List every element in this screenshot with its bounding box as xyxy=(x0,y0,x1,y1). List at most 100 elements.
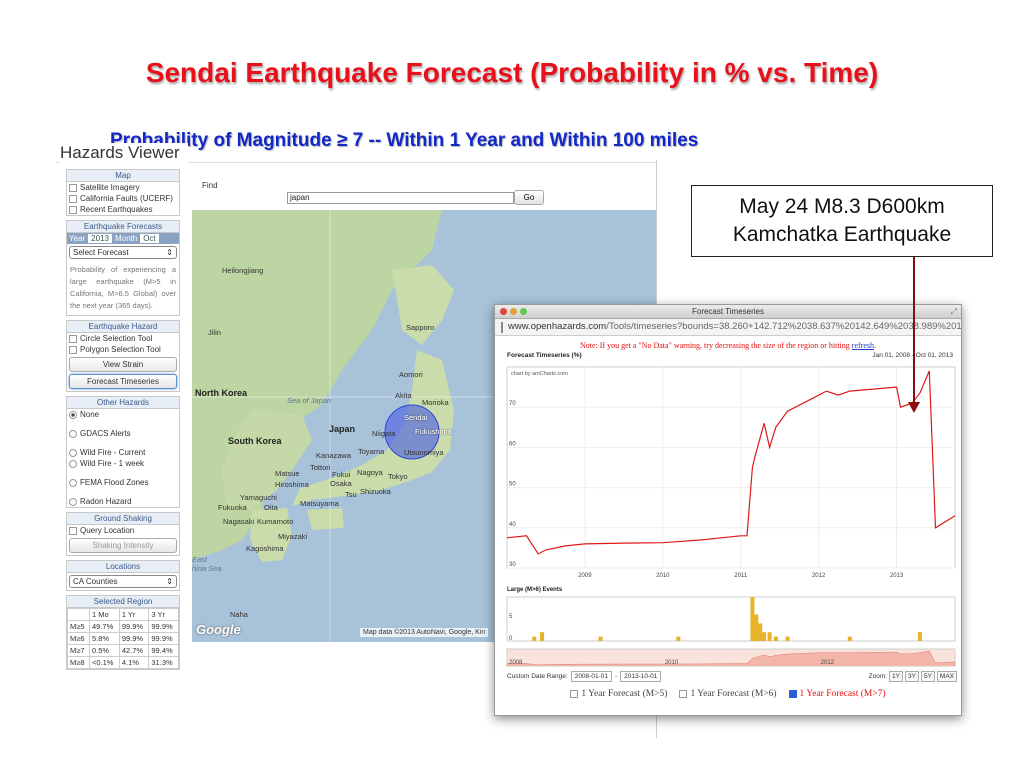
find-label: Find xyxy=(202,181,218,190)
select-forecast-dropdown[interactable]: Select Forecast ⇕ xyxy=(69,246,177,259)
url-path: /Tools/timeseries?bounds=38.260+142.712%… xyxy=(606,321,961,332)
map-label: Tokyo xyxy=(388,472,408,481)
query-location-checkbox[interactable]: Query Location xyxy=(67,525,179,536)
checkbox-icon[interactable] xyxy=(69,183,77,192)
checkbox-label: Satellite Imagery xyxy=(80,183,140,192)
end-date-input[interactable]: 2013-10-01 xyxy=(620,671,662,682)
map-label: Sea of Japan xyxy=(287,396,332,405)
table-cell: <0.1% xyxy=(89,656,120,669)
legend-m7[interactable]: 1 Year Forecast (M>7) xyxy=(788,689,886,699)
checkbox-icon[interactable] xyxy=(69,345,77,354)
annotation-arrow xyxy=(913,257,915,407)
checkbox-label: Circle Selection Tool xyxy=(80,334,153,343)
map-label: Shizuoka xyxy=(360,487,391,496)
checkbox-icon[interactable] xyxy=(69,526,77,535)
annotation-line-2: Kamchatka Earthquake xyxy=(732,223,952,246)
month-input[interactable]: Oct xyxy=(140,234,159,243)
updown-icon: ⇕ xyxy=(166,248,173,257)
checkbox-icon[interactable] xyxy=(69,205,77,214)
column-header: 1 Yr xyxy=(118,608,150,621)
radio-wildfire-current[interactable]: Wild Fire - Current xyxy=(67,447,179,458)
checked-checkbox-icon[interactable] xyxy=(788,690,797,698)
events-y-tick-label: 5 xyxy=(509,614,513,620)
table-cell: M≥6 xyxy=(67,632,90,645)
radio-icon[interactable] xyxy=(69,497,77,506)
map-attribution: Map data ©2013 AutoNavi, Google, Kin xyxy=(360,628,489,637)
radio-radon[interactable]: Radon Hazard xyxy=(67,496,179,507)
view-strain-button[interactable]: View Strain xyxy=(69,357,177,372)
map-label: Toyama xyxy=(358,447,385,456)
shaking-intensity-button[interactable]: Shaking Intensity xyxy=(69,538,177,553)
polygon-tool-checkbox[interactable]: Polygon Selection Tool xyxy=(67,344,179,355)
zoom-max-button[interactable]: MAX xyxy=(936,671,957,682)
zoom-3y-button[interactable]: 3Y xyxy=(905,671,919,682)
maximize-icon[interactable] xyxy=(520,308,527,315)
radio-icon[interactable] xyxy=(69,410,77,419)
event-bar xyxy=(767,632,772,641)
radio-label: None xyxy=(80,410,100,419)
other-hazards-panel: Other Hazards None GDACS Alerts Wild Fir… xyxy=(66,396,180,508)
column-header: 3 Yr xyxy=(148,608,179,621)
events-y-tick-label: 0 xyxy=(509,636,513,642)
faults-checkbox[interactable]: California Faults (UCERF) xyxy=(67,193,179,204)
y-tick-label: 50 xyxy=(509,482,516,488)
map-label: South Korea xyxy=(228,436,282,446)
forecast-timeseries-button[interactable]: Forecast Timeseries xyxy=(69,374,177,389)
url-bar[interactable]: www.openhazards.com/Tools/timeseries?bou… xyxy=(495,319,961,336)
map-label: Kagoshima xyxy=(246,544,284,553)
legend-m5[interactable]: 1 Year Forecast (M>5) xyxy=(570,689,667,699)
radio-fema[interactable]: FEMA Flood Zones xyxy=(67,477,179,488)
navigator-series xyxy=(506,650,956,666)
minimize-icon[interactable] xyxy=(510,308,517,315)
plot-area xyxy=(506,366,956,569)
url-host: www.openhazards.com xyxy=(508,321,607,332)
zoom-5y-button[interactable]: 5Y xyxy=(920,671,935,682)
checkbox-icon[interactable] xyxy=(679,690,688,698)
x-tick-label: 2012 xyxy=(812,573,826,579)
radio-gdacs[interactable]: GDACS Alerts xyxy=(67,428,179,439)
legend-label: 1 Year Forecast (M>7) xyxy=(799,689,886,699)
legend-m6[interactable]: 1 Year Forecast (M>6) xyxy=(679,689,777,699)
month-label: Month xyxy=(114,234,138,243)
locations-value: CA Counties xyxy=(73,577,118,586)
radio-icon[interactable] xyxy=(69,478,77,487)
circle-tool-checkbox[interactable]: Circle Selection Tool xyxy=(67,333,179,344)
checkbox-icon[interactable] xyxy=(69,194,77,203)
find-input[interactable]: japan xyxy=(287,192,514,204)
legend-label: 1 Year Forecast (M>5) xyxy=(581,689,668,699)
close-icon[interactable] xyxy=(500,308,507,315)
checkbox-icon[interactable] xyxy=(570,690,579,698)
start-date-input[interactable]: 2008-01-01 xyxy=(570,671,612,682)
radio-none[interactable]: None xyxy=(67,409,179,420)
recent-eq-checkbox[interactable]: Recent Earthquakes xyxy=(67,204,179,215)
window-titlebar: Forecast Timeseries ⤢ xyxy=(495,305,961,319)
table-row: M≥5 49.7% 99.9% 99.9% xyxy=(67,620,179,633)
radio-icon[interactable] xyxy=(69,448,77,457)
year-month-bar: Year 2013 Month Oct xyxy=(67,233,179,244)
checkbox-icon[interactable] xyxy=(69,334,77,343)
radio-icon[interactable] xyxy=(69,429,77,438)
map-label: Akita xyxy=(395,391,412,400)
zoom-label: Zoom: xyxy=(868,673,888,680)
slide-subtitle: Probability of Magnitude ≥ 7 -- Within 1… xyxy=(110,130,699,151)
no-data-note: Note: If you get a "No Data" warning, tr… xyxy=(580,341,876,350)
resize-icon[interactable]: ⤢ xyxy=(950,307,957,316)
forecast-panel-header: Earthquake Forecasts xyxy=(67,221,179,233)
map-label: Nagoya xyxy=(357,468,383,477)
zoom-1y-button[interactable]: 1Y xyxy=(889,671,903,682)
checkbox-label: California Faults (UCERF) xyxy=(80,194,173,203)
radio-icon[interactable] xyxy=(69,459,77,468)
year-input[interactable]: 2013 xyxy=(88,234,112,243)
go-button[interactable]: Go xyxy=(514,190,544,205)
locations-dropdown[interactable]: CA Counties ⇕ xyxy=(69,575,177,588)
event-bar xyxy=(598,636,603,641)
column-header: 1 Mo xyxy=(89,608,120,621)
satellite-checkbox[interactable]: Satellite Imagery xyxy=(67,182,179,193)
map-label: Osaka xyxy=(330,479,352,488)
map-label: Fukuoka xyxy=(218,503,247,512)
event-bar xyxy=(847,636,852,641)
radio-wildfire-week[interactable]: Wild Fire - 1 week xyxy=(67,458,179,469)
shaking-panel: Ground Shaking Query Location Shaking In… xyxy=(66,512,180,556)
refresh-link[interactable]: refresh xyxy=(851,341,874,350)
